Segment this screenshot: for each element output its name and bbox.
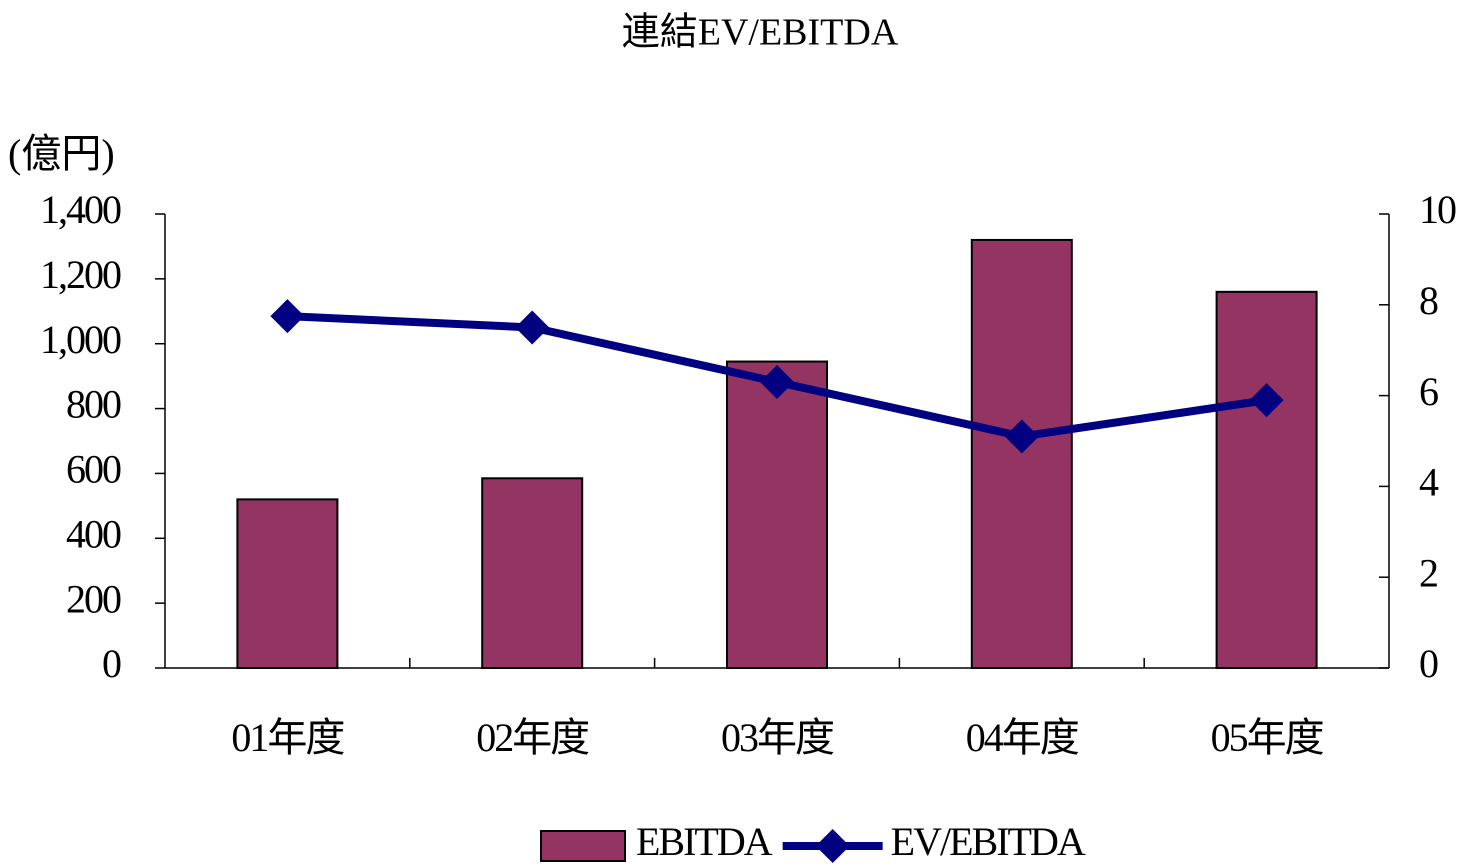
legend-label: EBITDA [636,819,773,864]
chart-title: 連結EV/EBITDA [622,12,899,54]
y-tick-label: 600 [66,447,121,492]
x-tick-label: 05年度 [1211,715,1324,760]
bar [726,360,828,669]
marker [270,299,305,334]
y-tick-label: 1,400 [40,187,121,232]
legend-swatch [540,830,626,862]
y-tick-label: 0 [102,641,121,686]
marker [515,310,550,345]
y-tick-label: 200 [66,576,121,621]
bar [236,498,339,669]
y2-tick-label: 6 [1419,369,1438,414]
x-tick-label: 03年度 [721,715,834,760]
y2-tick-label: 0 [1419,641,1438,686]
legend-label: EV/EBITDA [891,819,1086,864]
legend-marker [815,829,850,863]
marker [1004,419,1039,454]
y-tick-label: 1,000 [40,317,121,362]
y-tick-label: 1,200 [40,252,121,297]
bar [481,477,584,669]
y2-tick-label: 10 [1419,187,1456,232]
x-tick-label: 04年度 [966,715,1079,760]
marker [760,364,794,399]
y-tick-label: 800 [66,382,121,427]
y2-tick-label: 2 [1419,550,1437,595]
x-tick-label: 02年度 [476,715,589,760]
y2-tick-label: 8 [1419,278,1438,323]
x-tick-label: 01年度 [231,715,344,760]
y-axis-label: (億円) [8,131,115,176]
y-tick-label: 400 [66,511,121,556]
marker [1249,383,1284,418]
bar [1215,290,1318,669]
bar [970,238,1073,669]
y2-tick-label: 4 [1419,460,1439,505]
